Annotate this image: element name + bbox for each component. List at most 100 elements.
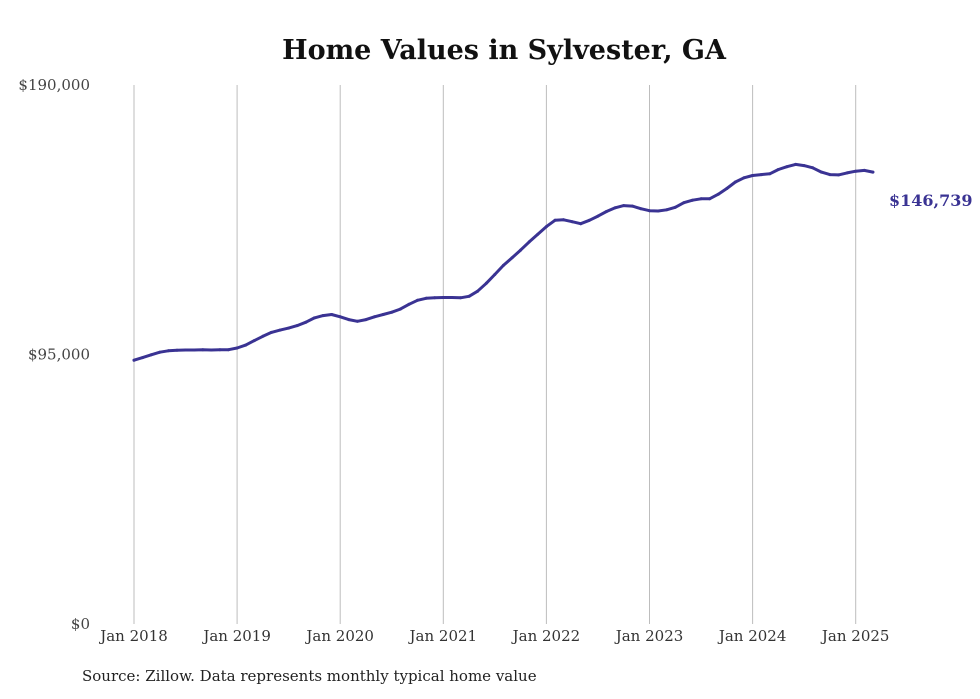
- data-point: [819, 170, 823, 174]
- data-point: [484, 281, 488, 285]
- data-point: [579, 222, 583, 226]
- data-point: [716, 192, 720, 196]
- data-point: [175, 348, 179, 352]
- data-point: [184, 348, 188, 352]
- data-point: [794, 162, 798, 166]
- data-point: [227, 348, 230, 352]
- x-tick-label: Jan 2023: [614, 627, 684, 645]
- data-point: [648, 209, 651, 213]
- last-value-label: $146,739: [889, 191, 973, 210]
- data-point: [364, 318, 368, 322]
- data-point: [639, 207, 643, 211]
- data-point: [802, 164, 806, 168]
- data-point: [527, 240, 531, 244]
- data-point: [278, 328, 282, 332]
- data-point: [424, 296, 428, 300]
- data-point: [751, 174, 755, 177]
- data-point: [355, 319, 359, 323]
- y-axis-ticks: $0 $95,000 $190,000: [18, 76, 90, 633]
- data-point: [261, 334, 265, 338]
- data-point: [862, 168, 866, 172]
- data-point: [682, 201, 686, 205]
- data-point: [665, 208, 669, 212]
- data-point: [416, 298, 419, 302]
- data-point: [441, 296, 445, 299]
- data-point: [141, 356, 145, 360]
- data-point: [407, 302, 411, 306]
- data-point: [544, 225, 548, 229]
- data-point: [837, 173, 840, 177]
- data-point: [330, 313, 334, 316]
- data-point: [630, 204, 634, 208]
- source-note: Source: Zillow. Data represents monthly …: [82, 667, 537, 685]
- y-tick-label: $190,000: [18, 76, 90, 94]
- data-point: [656, 209, 660, 213]
- data-point: [192, 348, 196, 352]
- data-point: [673, 205, 677, 209]
- data-point: [209, 348, 213, 352]
- data-point: [510, 256, 514, 260]
- gridlines: [133, 85, 857, 624]
- x-tick-label: Jan 2021: [408, 627, 478, 645]
- data-point: [562, 218, 566, 222]
- data-point: [785, 165, 789, 169]
- data-point: [605, 210, 608, 213]
- data-point: [149, 353, 153, 357]
- x-axis-ticks: Jan 2018 Jan 2019 Jan 2020 Jan 2021 Jan 2022…: [98, 627, 889, 645]
- data-point: [321, 314, 325, 318]
- data-point: [269, 330, 273, 334]
- x-tick-label: Jan 2022: [511, 627, 581, 645]
- data-point: [613, 206, 617, 210]
- data-point: [776, 168, 780, 171]
- x-tick-label: Jan 2019: [201, 627, 271, 645]
- chart-title: Home Values in Sylvester, GA: [282, 35, 727, 66]
- data-point: [587, 218, 591, 222]
- data-point: [398, 307, 402, 311]
- data-point: [295, 324, 299, 328]
- data-point: [450, 296, 454, 299]
- data-point: [725, 187, 729, 190]
- data-point: [304, 320, 308, 324]
- y-tick-label: $0: [71, 615, 90, 633]
- data-point: [811, 166, 815, 170]
- data-point: [708, 197, 712, 201]
- data-point: [201, 348, 205, 352]
- data-point: [742, 176, 746, 180]
- data-point: [759, 173, 763, 177]
- data-point: [390, 310, 394, 314]
- data-point: [691, 198, 694, 202]
- x-tick-label: Jan 2024: [717, 627, 787, 645]
- data-point: [347, 318, 351, 322]
- data-point: [373, 315, 376, 319]
- data-point: [218, 348, 222, 352]
- data-point: [768, 172, 772, 176]
- data-point: [166, 349, 170, 353]
- data-point: [158, 350, 162, 354]
- data-point: [244, 343, 248, 347]
- data-point: [338, 315, 342, 319]
- data-point: [493, 273, 497, 276]
- data-point: [476, 289, 480, 293]
- y-tick-label: $95,000: [28, 346, 90, 364]
- data-point: [459, 296, 462, 300]
- x-tick-label: Jan 2025: [820, 627, 890, 645]
- data-point: [553, 218, 557, 222]
- data-point: [467, 294, 471, 298]
- series-line: [132, 162, 875, 362]
- data-point: [501, 263, 505, 267]
- x-tick-label: Jan 2020: [304, 627, 374, 645]
- data-point: [570, 220, 574, 224]
- data-point: [871, 170, 875, 174]
- data-point: [132, 358, 136, 362]
- data-point: [622, 204, 626, 208]
- data-point: [287, 326, 291, 330]
- data-point: [699, 197, 703, 201]
- data-point: [733, 180, 737, 184]
- data-point: [854, 169, 858, 173]
- series-layer: [132, 162, 875, 362]
- data-point: [536, 232, 540, 236]
- data-point: [252, 339, 256, 343]
- data-point: [235, 346, 239, 350]
- data-point: [828, 173, 832, 177]
